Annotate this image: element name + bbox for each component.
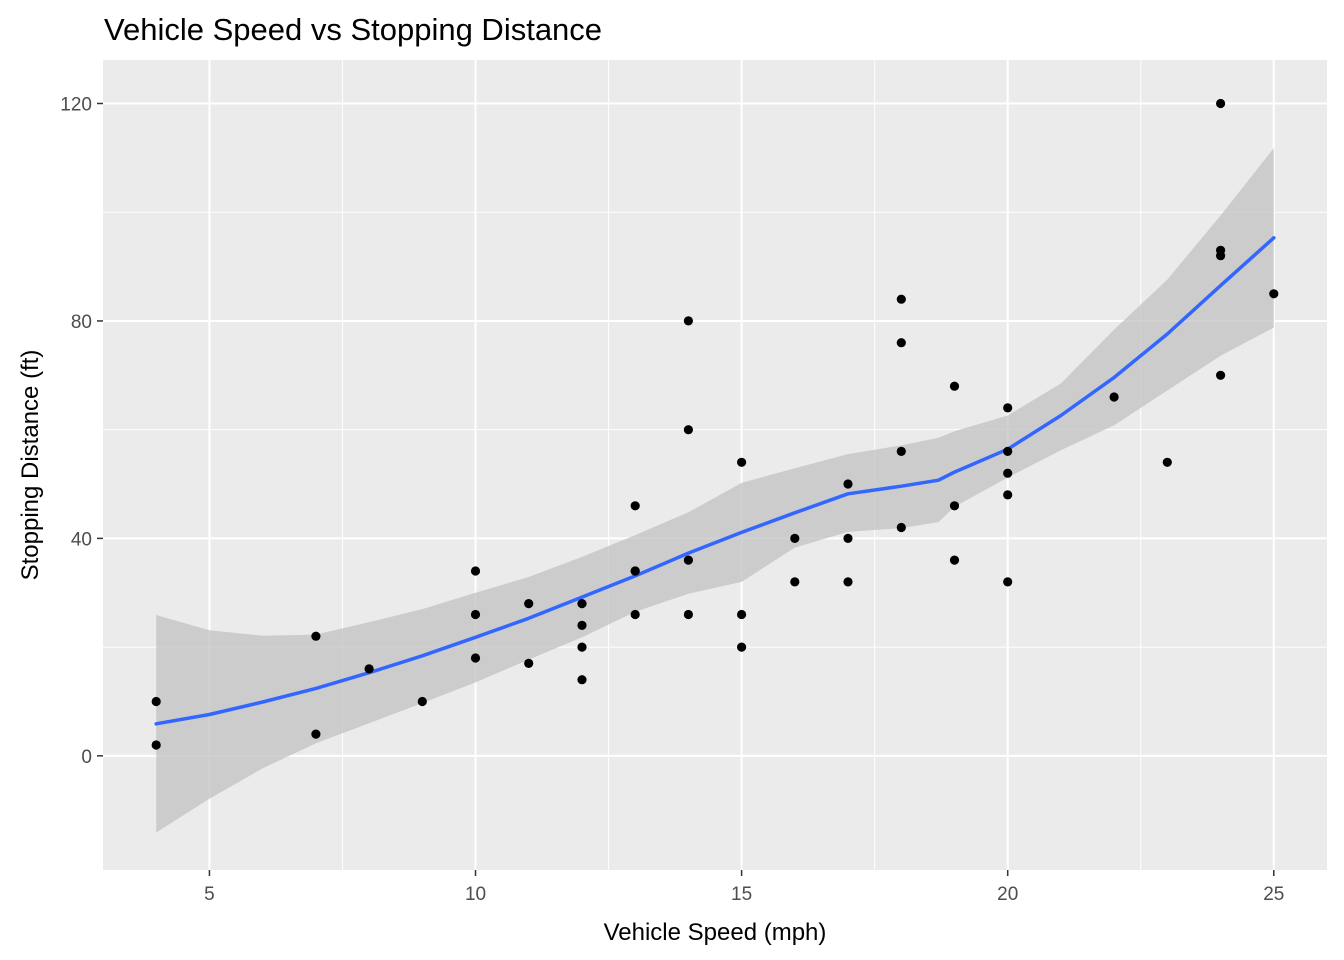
y-tick-label: 40: [71, 529, 92, 550]
data-point: [949, 501, 960, 511]
data-point: [1003, 468, 1013, 478]
data-point: [577, 675, 587, 685]
data-point: [790, 533, 800, 544]
x-tick-label: 10: [465, 884, 486, 905]
data-point: [949, 381, 960, 391]
data-point: [1003, 446, 1013, 456]
x-axis-title: Vehicle Speed (mph): [604, 919, 827, 946]
smooth-line: [154, 236, 1276, 726]
x-tick-label: 15: [731, 884, 752, 905]
confidence-band-group: [156, 148, 1274, 833]
y-tick-label: 80: [71, 312, 92, 333]
data-point: [843, 533, 853, 544]
data-point: [896, 338, 906, 348]
data-point: [683, 609, 694, 620]
data-point: [1216, 245, 1226, 255]
data-point: [1003, 403, 1013, 413]
data-point: [311, 729, 321, 739]
data-point: [577, 599, 587, 609]
data-point: [151, 696, 161, 707]
chart-title: Vehicle Speed vs Stopping Distance: [104, 12, 602, 47]
data-point: [630, 566, 640, 576]
data-point: [630, 609, 640, 620]
data-point: [1109, 392, 1119, 402]
data-point: [1162, 457, 1172, 467]
data-point: [683, 316, 694, 326]
data-point: [737, 457, 747, 467]
data-point: [683, 555, 694, 565]
y-tick-label: 0: [81, 747, 92, 768]
y-axis-title: Stopping Distance (ft): [17, 350, 44, 581]
data-point: [577, 620, 587, 631]
data-point: [524, 599, 534, 609]
data-point: [1216, 370, 1226, 380]
data-point: [843, 577, 853, 587]
data-point: [949, 555, 960, 565]
y-tick-label: 120: [60, 94, 92, 115]
axes: 5 10 15 20 25 0 40 80 120: [60, 94, 1284, 905]
data-point: [1003, 490, 1013, 500]
data-point: [311, 631, 321, 641]
data-point: [1003, 577, 1013, 587]
data-point: [470, 653, 481, 663]
data-point: [896, 522, 906, 533]
smooth-line-group: [154, 236, 1276, 726]
data-point: [896, 294, 906, 304]
data-point: [470, 609, 481, 620]
x-tick-label: 25: [1263, 884, 1284, 905]
data-point: [1269, 289, 1279, 299]
data-point: [630, 501, 640, 511]
data-point: [790, 577, 800, 587]
data-point: [577, 642, 587, 652]
data-point: [524, 658, 534, 669]
x-tick-label: 5: [204, 884, 215, 905]
data-point: [843, 479, 853, 489]
x-tick-label: 20: [997, 884, 1018, 905]
data-point: [683, 425, 694, 435]
data-point: [364, 664, 374, 674]
data-point: [470, 566, 481, 576]
data-points: [151, 98, 1279, 750]
data-point: [151, 740, 161, 750]
data-point: [417, 696, 427, 707]
confidence-band: [156, 148, 1274, 833]
data-point: [896, 446, 906, 456]
data-point: [1216, 98, 1226, 109]
data-point: [737, 642, 747, 652]
data-point: [737, 609, 747, 620]
